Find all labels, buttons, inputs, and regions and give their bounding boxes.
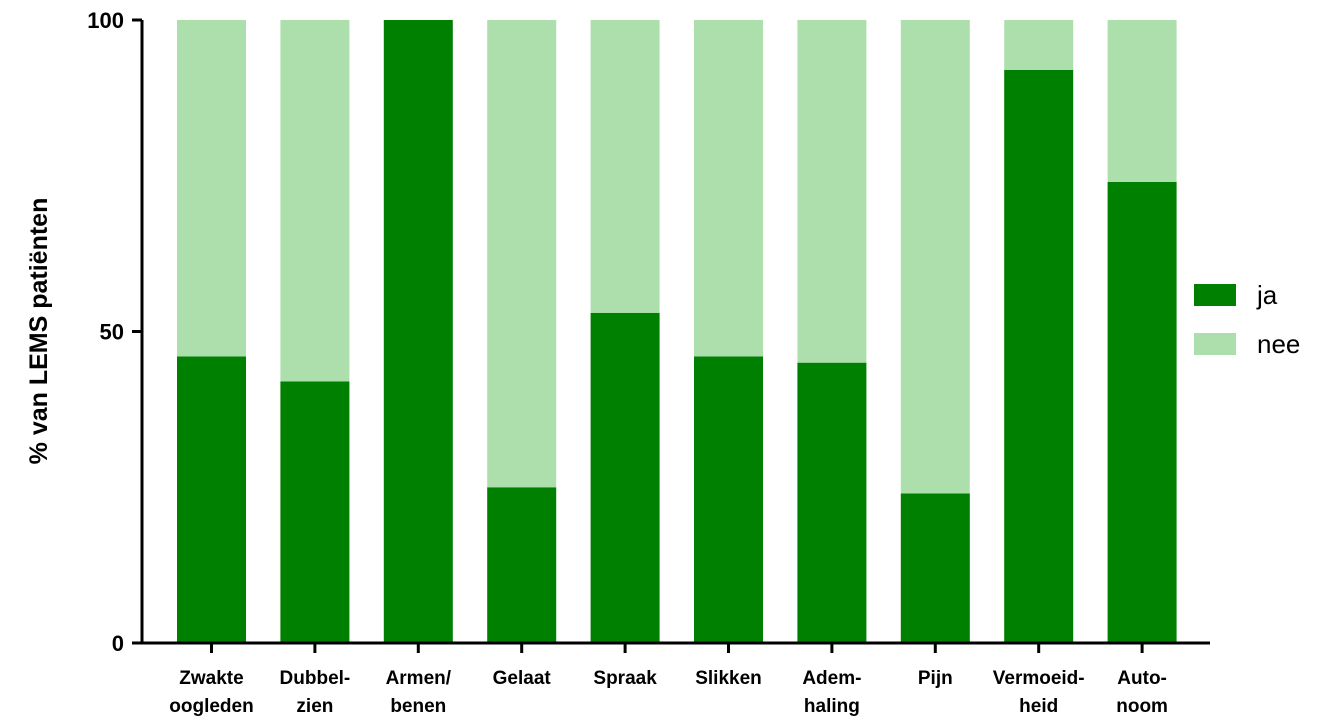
x-tick-label: Vermoeid-heid: [993, 668, 1085, 717]
bar-nee-0: [177, 20, 246, 357]
legend-swatch-ja: [1194, 284, 1236, 306]
x-tick-label: Armen/benen: [386, 668, 452, 717]
bar-ja-3: [487, 487, 557, 643]
x-tick-label: Auto-noom: [1116, 668, 1168, 717]
bar-nee-1: [280, 20, 350, 382]
x-tick-label: Dubbel-zien: [280, 668, 351, 717]
bar-nee-8: [1004, 20, 1074, 70]
bar-nee-9: [1107, 20, 1177, 182]
bar-nee-5: [694, 20, 763, 357]
x-tick-label: Slikken: [695, 668, 762, 689]
x-labels-group: Zwakte oogleden Dubbel-zien Armen/benen Gela…: [169, 643, 1168, 717]
y-tick-label: 0: [112, 631, 124, 656]
x-tick-label: Adem-haling: [802, 668, 861, 717]
y-axis-label: % van LEMS patiënten: [25, 198, 53, 465]
legend: ja nee: [1194, 280, 1300, 359]
x-tick-label: Gelaat: [493, 668, 552, 689]
bar-ja-7: [900, 493, 970, 643]
bar-ja-8: [1004, 69, 1074, 644]
bar-nee-3: [487, 20, 557, 488]
bars-group: [177, 20, 1177, 644]
y-ticks-group: 0 50 100: [87, 8, 142, 656]
legend-label-ja: ja: [1256, 280, 1278, 310]
bar-ja-5: [694, 356, 763, 643]
bar-nee-4: [590, 20, 660, 313]
x-tick-label: Spraak: [593, 668, 657, 689]
bar-ja-2: [383, 20, 453, 643]
x-tick-label: Pijn: [918, 668, 953, 689]
legend-label-nee: nee: [1257, 329, 1300, 359]
legend-swatch-nee: [1194, 333, 1236, 355]
bar-ja-9: [1107, 181, 1177, 644]
bar-ja-1: [280, 381, 350, 643]
bar-ja-0: [177, 356, 246, 643]
y-tick-label: 50: [100, 320, 124, 345]
bar-ja-4: [590, 312, 660, 643]
x-tick-label: Zwakte oogleden: [169, 668, 253, 717]
bar-nee-6: [797, 20, 867, 363]
bar-ja-6: [797, 362, 867, 643]
bar-nee-7: [900, 20, 970, 494]
y-tick-label: 100: [87, 8, 124, 33]
